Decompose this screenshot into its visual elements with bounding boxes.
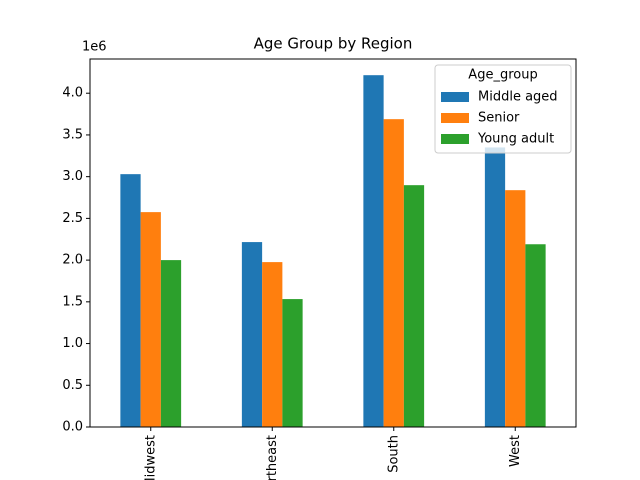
legend-label: Young adult <box>477 132 554 147</box>
bar <box>120 174 141 427</box>
legend-title: Age_group <box>468 68 537 83</box>
chart-title: Age Group by Region <box>254 35 413 53</box>
bar <box>484 147 506 427</box>
bar <box>160 260 182 427</box>
legend-label: Middle aged <box>478 90 558 105</box>
x-tick-label: Northeast <box>265 435 280 480</box>
y-tick-label: 1.5 <box>62 294 83 309</box>
legend-swatch <box>441 92 469 102</box>
y-tick-label: 1.0 <box>62 336 83 351</box>
bar <box>282 299 303 427</box>
bar <box>383 119 404 428</box>
y-tick-label: 0.0 <box>62 420 83 435</box>
legend-swatch <box>441 134 469 144</box>
x-tick-label: West <box>508 435 523 467</box>
y-tick-label: 3.5 <box>62 127 83 142</box>
x-tick-label: Midwest <box>143 435 158 480</box>
axes-frame <box>89 58 577 428</box>
y-tick-label: 0.5 <box>62 378 83 393</box>
bar <box>241 242 263 427</box>
legend-label: Senior <box>478 111 520 126</box>
y-tick-label: 3.0 <box>62 169 83 184</box>
bar <box>403 185 425 427</box>
y-tick-label: 2.5 <box>62 211 83 226</box>
bar <box>363 75 384 427</box>
bar <box>505 190 526 427</box>
bar <box>262 262 283 427</box>
x-tick-label: South <box>386 435 401 473</box>
y-offset-label: 1e6 <box>82 40 107 55</box>
y-tick-label: 4.0 <box>62 86 83 101</box>
bar <box>140 212 161 427</box>
bar <box>525 244 546 427</box>
y-tick-label: 2.0 <box>62 253 83 268</box>
legend-box <box>434 64 572 154</box>
legend-swatch <box>441 113 469 123</box>
